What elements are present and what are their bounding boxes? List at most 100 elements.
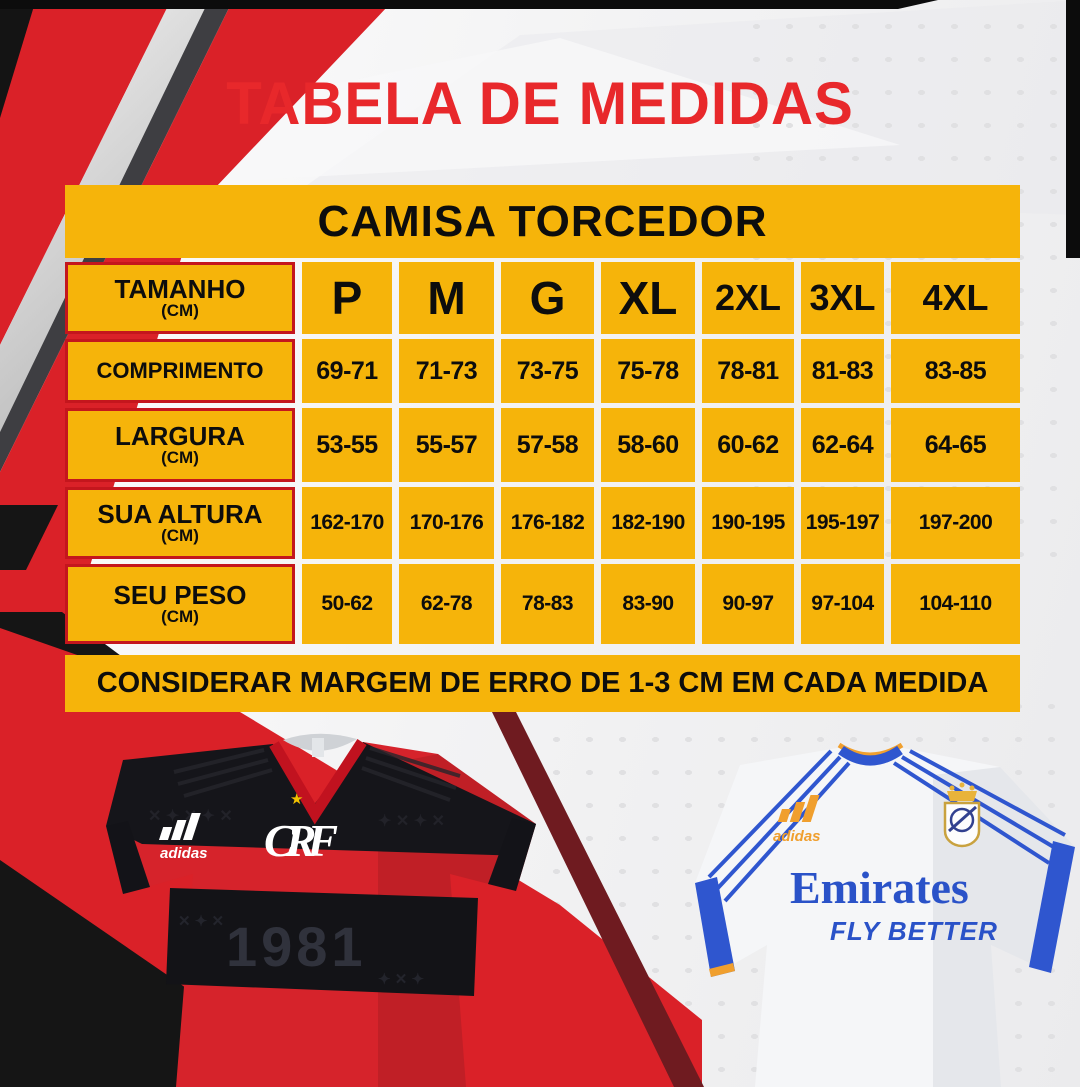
margin-note: CONSIDERAR MARGEM DE ERRO DE 1-3 CM EM C… — [65, 655, 1020, 712]
cell-label: SEU PESO — [113, 579, 247, 610]
cell-value: 81-83 — [811, 356, 874, 385]
cell-value: 73-75 — [516, 356, 579, 385]
adidas-logo-flamengo: adidas — [158, 813, 208, 862]
cell-value: 97-104 — [811, 592, 874, 615]
cell-value: 78-81 — [717, 356, 779, 385]
page-title: TABELA DE MEDIDAS — [226, 70, 854, 137]
real-madrid-crest — [943, 782, 981, 848]
cell-value: 71-73 — [415, 356, 478, 385]
cell-comprimento-g: 73-75 — [501, 339, 594, 403]
size-col-header-xl: XL — [601, 262, 695, 334]
cell-label: TAMANHO — [114, 273, 246, 304]
adidas-logo-real-madrid: adidas — [773, 795, 821, 845]
cell-value: 57-58 — [516, 430, 579, 459]
row-label-comprimento: COMPRIMENTO — [65, 339, 295, 403]
cell-sua-altura-m: 170-176 — [399, 487, 494, 559]
size-col-header-4xl: 4XL — [891, 262, 1020, 334]
row-label-sua-altura: SUA ALTURA (CM) — [65, 487, 295, 559]
crest-star: ★ — [290, 791, 303, 808]
cell-value: 182-190 — [611, 511, 685, 534]
cell-largura-4xl: 64-65 — [891, 408, 1020, 482]
cell-largura-xl: 58-60 — [601, 408, 695, 482]
cell-value: 64-65 — [924, 430, 987, 459]
cell-value: 53-55 — [316, 430, 378, 459]
cell-value: 162-170 — [310, 511, 384, 534]
svg-text:✦ ✕ ✦: ✦ ✕ ✦ — [378, 971, 424, 988]
size-table: CAMISA TORCEDOR TAMANHO (CM) P M G XL 2XL 3XL 4X… — [65, 185, 1020, 712]
cell-label: COMPRIMENTO — [96, 357, 264, 383]
cell-sua-altura-g: 176-182 — [501, 487, 594, 559]
cell-largura-m: 55-57 — [399, 408, 494, 482]
cell-value: 83-90 — [622, 592, 674, 615]
cell-largura-2xl: 60-62 — [702, 408, 794, 482]
cell-value: 176-182 — [510, 511, 585, 534]
cell-label: LARGURA — [115, 420, 245, 451]
cell-value: 58-60 — [617, 430, 679, 459]
table-header: CAMISA TORCEDOR — [65, 185, 1020, 258]
cell-value: 60-62 — [717, 430, 779, 459]
cell-seu-peso-p: 50-62 — [302, 564, 392, 644]
cell-comprimento-m: 71-73 — [399, 339, 494, 403]
cell-value: 90-97 — [722, 592, 774, 615]
cell-value: 78-83 — [521, 592, 574, 615]
svg-text:✦ ✕ ✦ ✕: ✦ ✕ ✦ ✕ — [378, 813, 445, 830]
real-madrid-jersey-image: adidas Emirates FLY BETTER — [695, 742, 1075, 1087]
right-black-strip — [1066, 0, 1080, 258]
row-label-largura: LARGURA (CM) — [65, 408, 295, 482]
cell-seu-peso-2xl: 90-97 — [702, 564, 794, 644]
top-black-bar — [0, 0, 938, 9]
size-col-header-g: G — [501, 262, 594, 334]
crest-monogram: CRF — [264, 815, 337, 866]
cell-sua-altura-4xl: 197-200 — [891, 487, 1020, 559]
cell-value: 50-62 — [321, 592, 373, 615]
cell-value: 170-176 — [409, 511, 484, 534]
row-label-seu-peso: SEU PESO (CM) — [65, 564, 295, 644]
flamengo-jersey-image: ✕ ✦ ✕ ✦ ✕ ✦ ✕ ✦ ✕ 1981 ✕ ✦ ✕ ✦ ✕ ✦ ad — [106, 733, 536, 1087]
cell-comprimento-2xl: 78-81 — [702, 339, 794, 403]
cell-largura-3xl: 62-64 — [801, 408, 884, 482]
svg-text:✕ ✦ ✕ ✦ ✕: ✕ ✦ ✕ ✦ ✕ — [148, 808, 233, 825]
cell-largura-g: 57-58 — [501, 408, 594, 482]
cell-seu-peso-3xl: 97-104 — [801, 564, 884, 644]
cell-unit: (CM) — [161, 301, 199, 321]
cell-value: 197-200 — [918, 511, 993, 534]
cell-value: 83-85 — [924, 356, 987, 385]
cell-unit: (CM) — [161, 607, 199, 627]
size-header-cell: TAMANHO (CM) — [65, 262, 295, 334]
cell-sua-altura-p: 162-170 — [302, 487, 392, 559]
cell-value: 62-64 — [811, 430, 874, 459]
cell-sua-altura-3xl: 195-197 — [801, 487, 884, 559]
cell-sua-altura-2xl: 190-195 — [702, 487, 794, 559]
cell-value: 104-110 — [919, 592, 992, 615]
size-col-header-m: M — [399, 262, 494, 334]
size-col-header-2xl: 2XL — [702, 262, 794, 334]
cell-value: 75-78 — [617, 356, 679, 385]
cell-value: 69-71 — [316, 356, 378, 385]
svg-text:✕ ✦ ✕: ✕ ✦ ✕ — [178, 913, 224, 930]
cell-seu-peso-m: 62-78 — [399, 564, 494, 644]
cell-comprimento-p: 69-71 — [302, 339, 392, 403]
cell-label: SUA ALTURA — [97, 498, 263, 529]
sponsor-tagline: FLY BETTER — [830, 916, 998, 946]
cell-unit: (CM) — [161, 526, 199, 546]
cell-value: 190-195 — [711, 511, 785, 534]
cell-seu-peso-4xl: 104-110 — [891, 564, 1020, 644]
cell-value: 195-197 — [805, 511, 880, 534]
cell-comprimento-3xl: 81-83 — [801, 339, 884, 403]
size-col-header-p: P — [302, 262, 392, 334]
cell-comprimento-4xl: 83-85 — [891, 339, 1020, 403]
cell-value: 55-57 — [415, 430, 478, 459]
size-col-header-3xl: 3XL — [801, 262, 884, 334]
cell-largura-p: 53-55 — [302, 408, 392, 482]
cell-seu-peso-g: 78-83 — [501, 564, 594, 644]
adidas-text-flamengo: adidas — [160, 845, 208, 862]
cell-sua-altura-xl: 182-190 — [601, 487, 695, 559]
cell-unit: (CM) — [161, 448, 199, 468]
adidas-text-real-madrid: adidas — [773, 828, 821, 845]
size-grid: TAMANHO (CM) P M G XL 2XL 3XL 4XL COMPRIMENTO 69-7… — [65, 262, 1020, 644]
cell-comprimento-xl: 75-78 — [601, 339, 695, 403]
flamengo-pattern-text: 1981 — [226, 915, 367, 978]
sponsor-wordmark: Emirates — [790, 862, 969, 913]
cell-value: 62-78 — [420, 592, 473, 615]
